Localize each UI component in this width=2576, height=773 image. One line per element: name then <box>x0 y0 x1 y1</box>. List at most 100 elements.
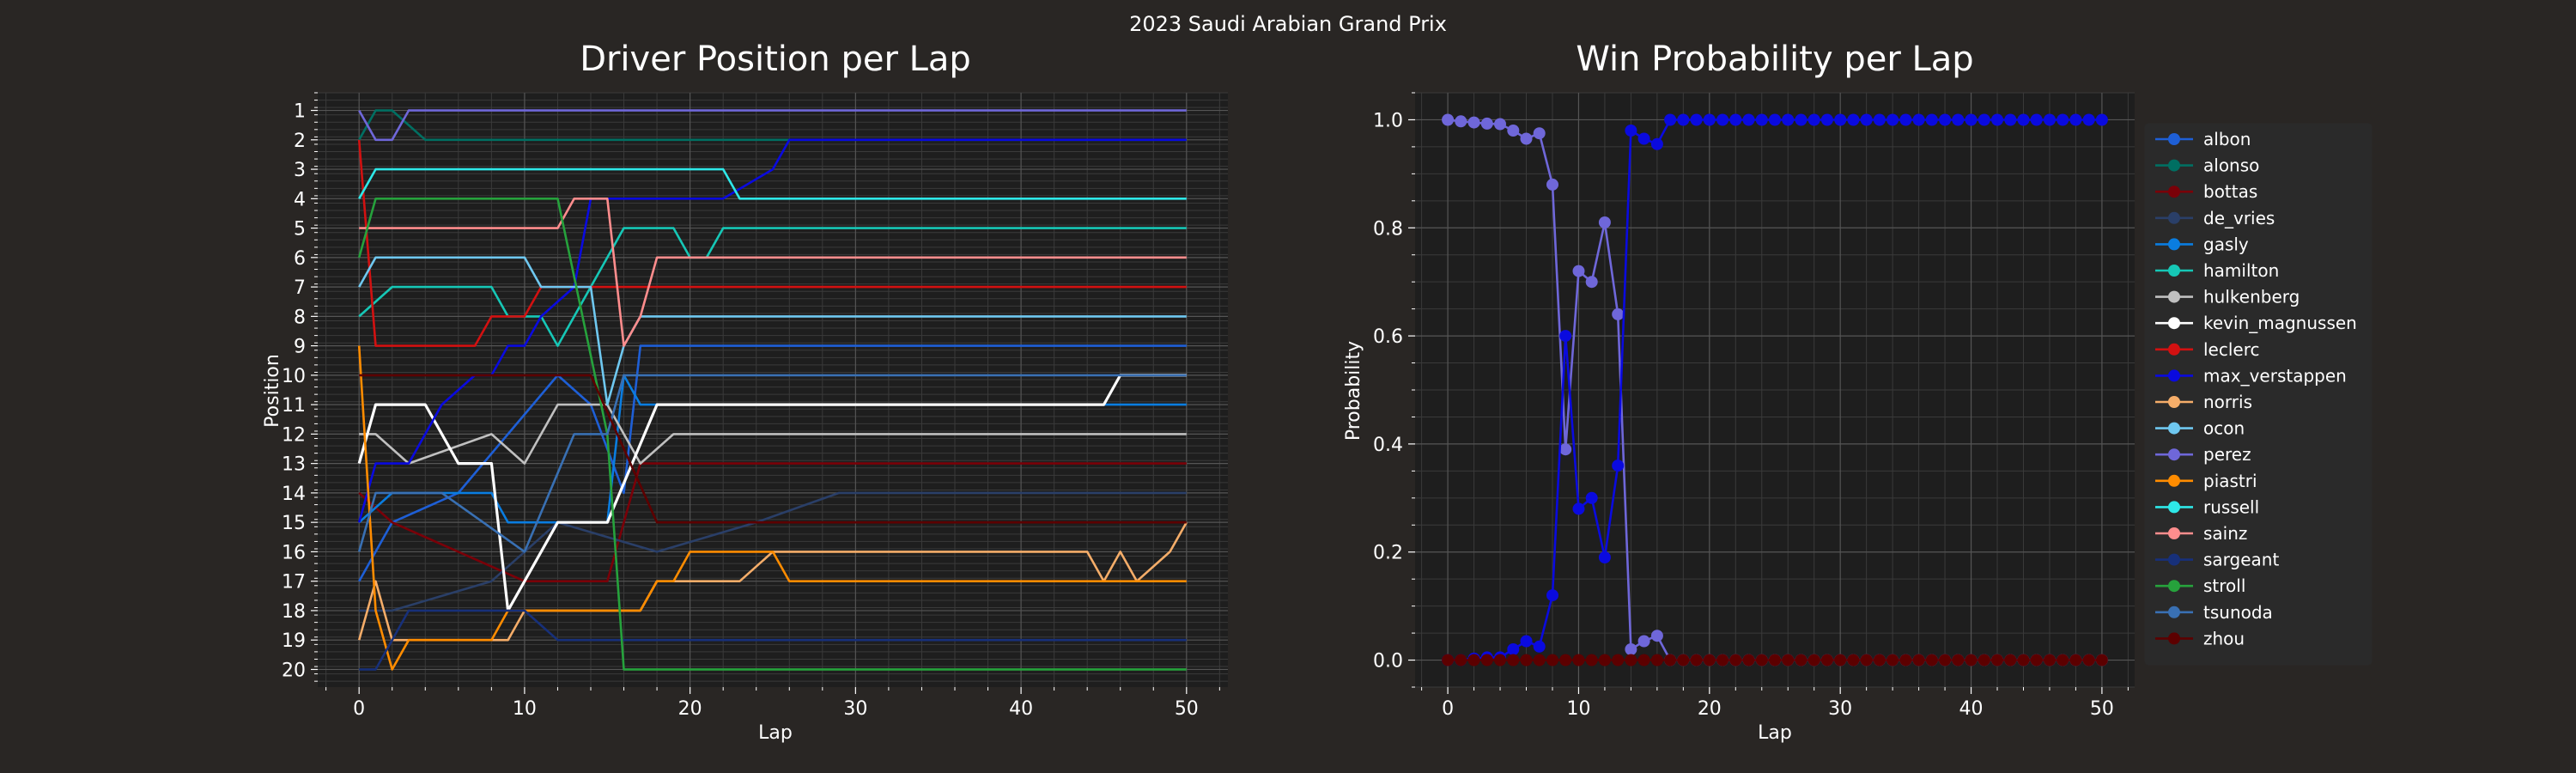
probability-point-perez <box>1650 630 1663 642</box>
legend-label-hamilton: hamilton <box>2203 260 2279 281</box>
position-chart-ytick-label: 20 <box>282 660 306 681</box>
probability-point-max-verstappen <box>1612 460 1625 472</box>
probability-point-max-verstappen <box>1703 113 1716 126</box>
probability-point-max-verstappen <box>1716 113 1729 126</box>
probability-point-zhou <box>1637 654 1650 666</box>
legend-label-tsunoda: tsunoda <box>2203 602 2273 623</box>
probability-point-zhou <box>1886 654 1899 666</box>
win-probability-chart-ytick-label: 0.2 <box>1373 543 1403 564</box>
legend-label-zhou: zhou <box>2203 628 2245 648</box>
position-line-de-vries <box>359 491 1187 612</box>
probability-point-zhou <box>1742 654 1755 666</box>
legend-label-max-verstappen: max_verstappen <box>2203 365 2347 386</box>
win-probability-chart-xtick-label: 30 <box>1828 698 1852 720</box>
position-line-kevin-magnussen <box>357 374 1187 612</box>
probability-point-zhou <box>1442 654 1455 666</box>
probability-point-zhou <box>1860 654 1873 666</box>
legend-marker-sainz <box>2168 527 2180 539</box>
probability-point-max-verstappen <box>1742 113 1755 126</box>
legend-marker-albon <box>2168 133 2180 145</box>
position-chart-ytick-label: 7 <box>294 277 306 299</box>
legend-label-sainz: sainz <box>2203 523 2247 544</box>
figure-suptitle: 2023 Saudi Arabian Grand Prix <box>1129 12 1447 36</box>
probability-point-zhou <box>1807 654 1820 666</box>
win-probability-chart-ytick-label: 1.0 <box>1373 110 1403 131</box>
probability-point-zhou <box>1834 654 1847 666</box>
win-probability-chart-xtick-label: 40 <box>1959 698 1984 720</box>
probability-point-max-verstappen <box>1546 589 1558 602</box>
probability-point-zhou <box>1455 654 1467 666</box>
position-line-alonso <box>358 109 1187 142</box>
position-chart-ytick-label: 14 <box>282 484 306 505</box>
position-chart-ytick-label: 3 <box>294 160 306 181</box>
position-chart: Driver Position per Lap Lap Position 0 10… <box>262 40 1228 744</box>
probability-point-zhou <box>1690 654 1703 666</box>
probability-point-zhou <box>1873 654 1886 666</box>
probability-point-zhou <box>1925 654 1938 666</box>
position-chart-ytick-label: 6 <box>294 248 306 270</box>
position-chart-ytick-label: 9 <box>294 337 306 358</box>
position-chart-xlabel: Lap <box>758 722 793 744</box>
probability-point-zhou <box>1467 654 1480 666</box>
position-chart-title: Driver Position per Lap <box>580 40 971 79</box>
probability-point-perez <box>1559 443 1572 456</box>
probability-point-max-verstappen <box>1912 113 1925 126</box>
legend-label-bottas: bottas <box>2203 181 2257 202</box>
probability-point-zhou <box>1494 654 1506 666</box>
legend-marker-piastri <box>2168 474 2180 487</box>
probability-point-zhou <box>1559 654 1572 666</box>
position-chart-ytick-label: 10 <box>282 366 306 387</box>
probability-point-max-verstappen <box>1965 113 1978 126</box>
position-line-sargeant <box>359 609 1187 671</box>
position-line-bottas <box>358 462 1187 582</box>
legend-marker-leclerc <box>2168 343 2180 356</box>
probability-point-zhou <box>1585 654 1598 666</box>
legend-label-kevin-magnussen: kevin_magnussen <box>2203 313 2357 333</box>
probability-point-zhou <box>1729 654 1742 666</box>
probability-point-max-verstappen <box>2095 113 2108 126</box>
probability-point-max-verstappen <box>1755 113 1768 126</box>
win-probability-chart-xtick-label: 20 <box>1698 698 1722 720</box>
position-chart-ytick-label: 4 <box>294 189 306 210</box>
probability-point-perez <box>1572 265 1585 277</box>
win-probability-chart-xtick-label: 10 <box>1566 698 1590 720</box>
probability-point-max-verstappen <box>1860 113 1873 126</box>
probability-point-max-verstappen <box>1782 113 1795 126</box>
probability-point-zhou <box>1755 654 1768 666</box>
probability-point-max-verstappen <box>1507 643 1520 655</box>
probability-point-max-verstappen <box>1520 635 1533 648</box>
legend-label-de-vries: de_vries <box>2203 208 2275 228</box>
probability-point-perez <box>1507 125 1520 137</box>
legend-marker-stroll <box>2168 580 2180 593</box>
probability-point-max-verstappen <box>1991 113 2003 126</box>
legend-marker-de-vries <box>2168 211 2180 224</box>
legend-marker-sargeant <box>2168 553 2180 566</box>
position-chart-ytick-label: 19 <box>282 630 306 652</box>
probability-point-max-verstappen <box>1572 502 1585 515</box>
position-line-albon <box>358 344 1187 582</box>
probability-point-perez <box>1480 117 1493 130</box>
position-line-stroll <box>357 198 1187 671</box>
probability-point-zhou <box>2044 654 2056 666</box>
probability-point-max-verstappen <box>1729 113 1742 126</box>
position-chart-xtick-label: 10 <box>513 698 537 720</box>
probability-point-max-verstappen <box>1820 113 1833 126</box>
position-chart-xtick-label: 40 <box>1009 698 1033 720</box>
probability-point-max-verstappen <box>1886 113 1899 126</box>
probability-point-perez <box>1533 127 1546 140</box>
probability-point-max-verstappen <box>1873 113 1886 126</box>
win-probability-chart-title: Win Probability per Lap <box>1576 40 1973 79</box>
legend-label-norris: norris <box>2203 392 2252 412</box>
probability-point-zhou <box>2057 654 2069 666</box>
probability-point-max-verstappen <box>1807 113 1820 126</box>
win-probability-chart-xlabel: Lap <box>1758 722 1792 744</box>
probability-point-zhou <box>1677 654 1690 666</box>
probability-point-zhou <box>1650 654 1663 666</box>
probability-point-zhou <box>1820 654 1833 666</box>
probability-point-max-verstappen <box>1533 640 1546 653</box>
probability-point-max-verstappen <box>1585 491 1598 504</box>
probability-point-zhou <box>1520 654 1533 666</box>
probability-point-max-verstappen <box>1664 113 1677 126</box>
probability-point-max-verstappen <box>1925 113 1938 126</box>
